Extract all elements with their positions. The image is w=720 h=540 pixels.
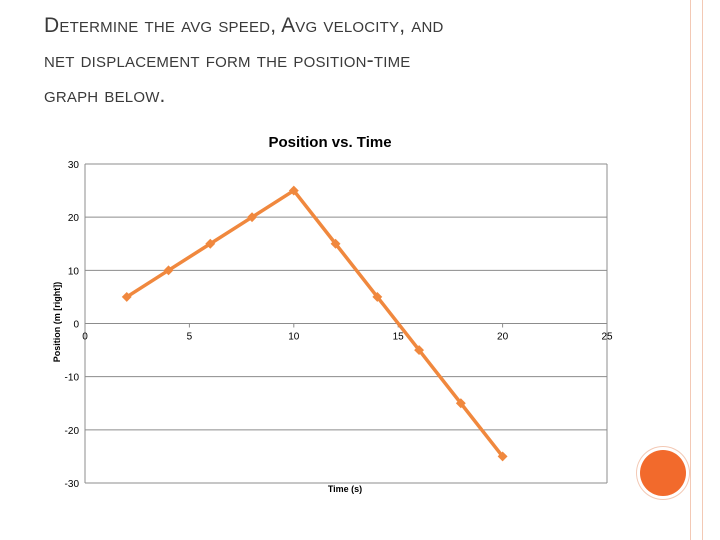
data-point-6 (372, 291, 383, 302)
x-tick-label-1: 5 (187, 332, 193, 343)
decorative-orange-circle (640, 450, 686, 496)
y-tick-label-6: -30 (65, 479, 80, 490)
data-point-5 (330, 238, 341, 249)
x-axis-label: Time (s) (328, 484, 362, 494)
y-tick-label-0: 30 (68, 160, 80, 171)
series-group (121, 185, 508, 462)
y-axis-label: Position (m [right]) (52, 282, 62, 363)
x-tick-label-2: 10 (288, 332, 300, 343)
slide-title-line-2: net displacement form the position-time (44, 49, 411, 72)
series-line-0 (125, 188, 504, 458)
chart-gridlines (85, 163, 607, 484)
x-tick-label-0: 0 (82, 332, 88, 343)
x-tick-label-5: 25 (601, 332, 613, 343)
slide-title-line-3: graph below. (44, 84, 166, 107)
data-point-1 (163, 265, 174, 276)
y-tick-labels: 30 20 10 0 -10 -20 -30 (65, 160, 80, 490)
slide-title-line-1: Determine the avg speed, Avg velocity, a… (44, 14, 444, 37)
x-tick-label-3: 15 (393, 332, 405, 343)
decorative-rail-right (702, 0, 703, 540)
x-tick-label-4: 20 (497, 332, 509, 343)
data-point-7 (414, 345, 425, 356)
y-tick-label-2: 10 (68, 266, 80, 277)
data-point-9 (497, 451, 508, 462)
data-point-3 (247, 212, 257, 223)
x-tick-labels: 0 5 10 15 20 25 (82, 332, 613, 343)
y-tick-label-3: 0 (73, 320, 79, 331)
data-point-4 (288, 185, 299, 196)
decorative-rail-left (690, 0, 691, 540)
y-tick-label-1: 20 (68, 213, 80, 224)
y-tick-label-4: -10 (65, 373, 80, 384)
data-point-2 (205, 238, 216, 249)
chart-title: Position vs. Time (268, 134, 391, 151)
y-tick-label-5: -20 (65, 426, 80, 437)
data-point-8 (455, 398, 466, 409)
